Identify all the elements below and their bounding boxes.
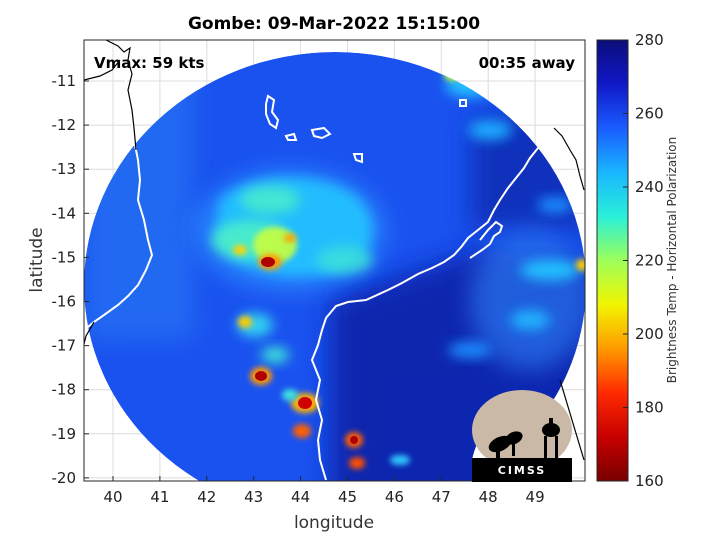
vmax-label: Vmax: 59 kts	[94, 54, 204, 72]
y-tick-label: -17	[52, 337, 77, 355]
axes-frame	[83, 39, 586, 482]
africa-coastline-outside	[84, 59, 121, 81]
madagascar-coastline-outside	[553, 127, 585, 191]
coastline-overlay	[84, 40, 585, 481]
x-tick-label: 45	[338, 488, 357, 506]
coastline-outside-swath	[84, 40, 585, 461]
colorbar-tick-label: 280	[635, 31, 664, 49]
africa-coastline-outside	[105, 40, 137, 151]
water-tower-icon	[542, 418, 560, 458]
island-outline	[310, 126, 332, 140]
x-tick-label: 43	[244, 488, 263, 506]
satellite-dish-icon	[488, 431, 523, 458]
colorbar-tick-label: 260	[635, 105, 664, 123]
cimss-logo: CIMSS	[472, 390, 572, 482]
africa-coastline-outside	[84, 321, 95, 345]
x-axis-label: longitude	[294, 513, 374, 533]
x-tick-label: 44	[291, 488, 310, 506]
chart-title: Gombe: 09-Mar-2022 15:15:00	[188, 14, 480, 34]
madagascar-west-coast	[310, 134, 585, 481]
y-tick-label: -11	[52, 72, 77, 90]
x-tick-label: 49	[526, 488, 545, 506]
x-axis-ticks: 40 41 42 43 44 45 46 47 48 49	[103, 476, 545, 506]
x-tick-label: 47	[432, 488, 451, 506]
colorbar-tick-label: 180	[635, 399, 664, 417]
x-tick-label: 42	[197, 488, 216, 506]
x-tick-label: 40	[103, 488, 122, 506]
island-outline	[265, 94, 280, 130]
colorbar-label: Brightness Temp - Horizontal Polarizatio…	[665, 137, 679, 384]
island-outline	[459, 99, 467, 107]
y-tick-label: -20	[52, 469, 77, 487]
colorbar-tick-label: 240	[635, 178, 664, 196]
y-axis-label: latitude	[27, 227, 47, 292]
y-tick-label: -13	[52, 160, 77, 178]
y-tick-label: -16	[52, 293, 77, 311]
island-outline	[352, 153, 363, 164]
y-axis-ticks: -11 -12 -13 -14 -15 -16 -17 -18 -19 -20	[52, 72, 89, 487]
madagascar-coastline-outside	[559, 379, 585, 461]
x-tick-label: 46	[385, 488, 404, 506]
y-tick-label: -15	[52, 248, 77, 266]
logo-banner	[472, 458, 572, 482]
madagascar-northwest-coast	[469, 220, 504, 259]
island-outline	[284, 132, 298, 141]
colorbar-tick-label: 200	[635, 325, 664, 343]
time-offset-label: 00:35 away	[479, 54, 576, 72]
x-tick-label: 41	[150, 488, 169, 506]
colorbar	[596, 39, 629, 482]
logo-text: CIMSS	[498, 464, 546, 477]
colorbar-ticks: 280 260 240 220 200 180 160	[623, 31, 664, 490]
x-tick-label: 48	[479, 488, 498, 506]
y-tick-label: -14	[52, 204, 77, 222]
y-tick-label: -19	[52, 425, 77, 443]
colorbar-tick-label: 160	[635, 472, 664, 490]
africa-coastline	[84, 40, 154, 331]
colorbar-tick-label: 220	[635, 252, 664, 270]
y-tick-label: -18	[52, 381, 77, 399]
y-tick-label: -12	[52, 116, 77, 134]
